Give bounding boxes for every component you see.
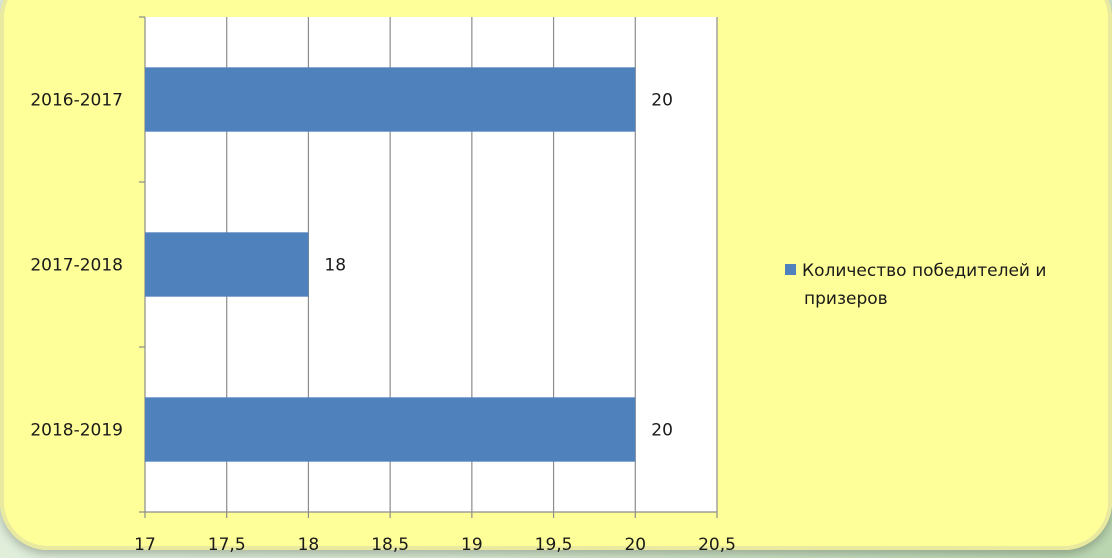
x-tick-label: 20: [624, 535, 646, 555]
x-tick-label: 19,5: [535, 535, 573, 555]
legend-label-line1: Количество победителей и: [802, 261, 1047, 281]
category-label: 2016-2017: [30, 91, 123, 111]
legend-swatch: [785, 263, 796, 275]
bar: [145, 232, 309, 297]
x-tick-label: 18: [298, 535, 320, 555]
data-label: 20: [651, 91, 673, 111]
category-label: 2018-2019: [30, 421, 123, 441]
x-tick-label: 17,5: [208, 535, 246, 555]
x-tick-label: 17: [134, 535, 156, 555]
x-tick-label: 18,5: [371, 535, 409, 555]
bar: [145, 397, 636, 462]
legend: Количество победителей и призеров: [785, 257, 1112, 313]
x-tick-label: 20,5: [698, 535, 736, 555]
category-label: 2017-2018: [30, 256, 123, 276]
bar: [145, 67, 636, 132]
x-tick-label: 19: [461, 535, 483, 555]
legend-label-line2: призеров: [804, 289, 888, 309]
data-label: 18: [324, 256, 346, 276]
data-label: 20: [651, 421, 673, 441]
legend-entry: Количество победителей и: [785, 257, 1112, 285]
